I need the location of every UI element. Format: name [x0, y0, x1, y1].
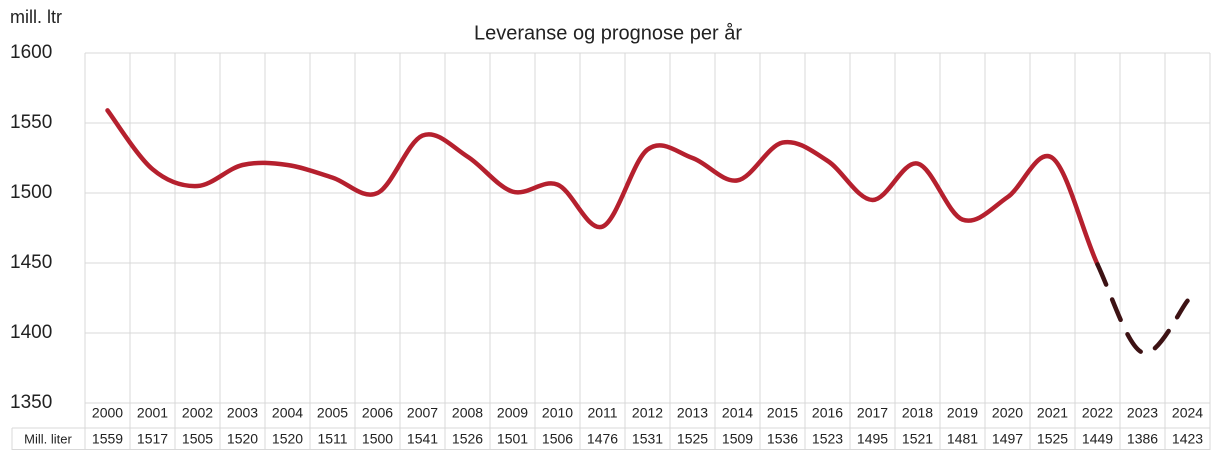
table-value: 1476 [587, 431, 618, 447]
x-tick-label: 2024 [1172, 405, 1203, 421]
line-series [105, 108, 1100, 267]
table-series-name: Mill. liter [24, 431, 72, 446]
table-value: 1525 [1037, 431, 1068, 447]
y-tick-label: 1550 [10, 112, 52, 133]
table-value: 1536 [767, 431, 798, 447]
x-tick-label: 2005 [317, 405, 348, 421]
table-value: 1521 [902, 431, 933, 447]
table-value: 1449 [1082, 431, 1113, 447]
table-value: 1506 [542, 431, 573, 447]
y-tick-label: 1450 [10, 252, 52, 273]
x-tick-label: 2007 [407, 405, 438, 421]
y-tick-label: 1400 [10, 322, 52, 343]
x-tick-label: 2008 [452, 405, 483, 421]
x-tick-label: 2015 [767, 405, 798, 421]
chart-title: Leveranse og prognose per år [474, 22, 742, 44]
x-tick-label: 2000 [92, 405, 123, 421]
x-tick-label: 2011 [587, 405, 617, 421]
table-value: 1526 [452, 431, 483, 447]
table-value: 1517 [137, 431, 168, 447]
table-value: 1520 [272, 431, 303, 447]
x-tick-label: 2006 [362, 405, 393, 421]
table-value: 1509 [722, 431, 753, 447]
x-tick-label: 2020 [992, 405, 1023, 421]
table-value: 1501 [497, 431, 528, 447]
x-tick-label: 2021 [1037, 405, 1068, 421]
table-value: 1505 [182, 431, 213, 447]
x-tick-label: 2009 [497, 405, 528, 421]
x-tick-label: 2022 [1082, 405, 1113, 421]
table-value: 1500 [362, 431, 393, 447]
y-tick-label: 1500 [10, 182, 52, 203]
y-tick-label: 1600 [10, 42, 52, 63]
y-axis-label: mill. ltr [10, 7, 62, 27]
x-tick-label: 2001 [137, 405, 168, 421]
table-value: 1481 [947, 431, 978, 447]
table-value: 1497 [992, 431, 1023, 447]
x-tick-label: 2018 [902, 405, 933, 421]
x-tick-label: 2003 [227, 405, 258, 421]
x-tick-label: 2004 [272, 405, 303, 421]
x-tick-label: 2023 [1127, 405, 1158, 421]
table-value: 1423 [1172, 431, 1203, 447]
table-value: 1541 [407, 431, 438, 447]
x-tick-label: 2016 [812, 405, 843, 421]
table-value: 1511 [317, 431, 347, 447]
table-value: 1523 [812, 431, 843, 447]
x-tick-label: 2019 [947, 405, 978, 421]
table-value: 1520 [227, 431, 258, 447]
table-value: 1386 [1127, 431, 1158, 447]
x-tick-label: 2012 [632, 405, 663, 421]
x-tick-label: 2017 [857, 405, 888, 421]
table-value: 1495 [857, 431, 888, 447]
forecast-line [1095, 262, 1190, 356]
table-value: 1559 [92, 431, 123, 447]
table-value: 1525 [677, 431, 708, 447]
x-tick-label: 2014 [722, 405, 753, 421]
table-value: 1531 [632, 431, 663, 447]
x-tick-label: 2010 [542, 405, 573, 421]
x-tick-label: 2013 [677, 405, 708, 421]
y-tick-label: 1350 [10, 392, 52, 413]
x-tick-label: 2002 [182, 405, 213, 421]
